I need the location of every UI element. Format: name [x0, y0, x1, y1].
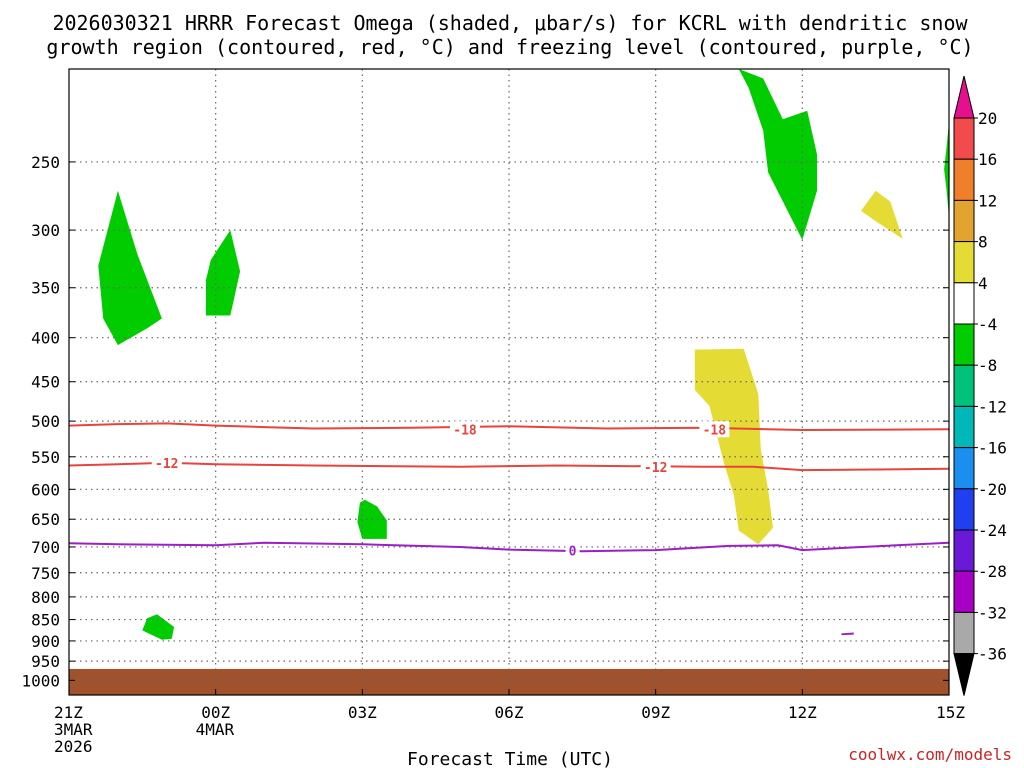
- ytick-label-400: 400: [31, 329, 60, 348]
- colorbar-label-0: 20: [978, 109, 997, 128]
- xtick-label-00Z-0: 00Z: [201, 703, 230, 722]
- contour-label-0c-freezing-level-0: 0: [569, 545, 577, 560]
- xtick-label-21Z-0: 21Z: [54, 703, 83, 722]
- contour-label-bg-18c-isotherm-0: [450, 421, 480, 438]
- contour-label-bg-18c-isotherm-1: [699, 421, 730, 438]
- xtick-label-21Z-1: 3MAR: [54, 720, 93, 739]
- contour-label-bg-12c-isotherm-1: [640, 458, 671, 475]
- ytick-label-650: 650: [31, 510, 60, 529]
- colorbar-label-4: 4: [978, 274, 988, 293]
- ytick-label-550: 550: [31, 448, 60, 467]
- colorbar-label-7: -12: [978, 397, 1007, 416]
- colorbar-label-10: -24: [978, 521, 1007, 540]
- colorbar-segment-4: [953, 282, 975, 325]
- colorbar-segment-9: [953, 488, 975, 531]
- xtick-label-09Z-0: 09Z: [641, 703, 670, 722]
- ytick-label-800: 800: [31, 588, 60, 607]
- grid-lines: [69, 69, 949, 695]
- colorbar-label-6: -8: [978, 356, 997, 375]
- chart-title-line-1: 2026030321 HRRR Forecast Omega (shaded, …: [52, 11, 968, 35]
- x-axis-label: Forecast Time (UTC): [407, 749, 613, 768]
- ytick-label-300: 300: [31, 221, 60, 240]
- xtick-label-03Z-0: 03Z: [348, 703, 377, 722]
- colorbar-segment-5: [953, 323, 975, 366]
- shaded-omega-4-to-8-upper-right: [861, 190, 903, 239]
- contour-label-12c-isotherm-1: -12: [644, 461, 667, 476]
- contour-0c-freezing-level: [68, 541, 950, 553]
- y-axis-ticks: 250 300 350 400 450 500 550 600 650 700 750 800 850 9…: [21, 153, 949, 690]
- shaded-omega-4-to-8-upper-left: [98, 190, 162, 346]
- colorbar-label-9: -20: [978, 480, 1007, 499]
- colorbar-segment-1: [953, 158, 975, 201]
- colorbar-segment-2: [953, 199, 975, 243]
- ytick-label-600: 600: [31, 480, 60, 499]
- colorbar-label-2: 12: [978, 191, 997, 210]
- contour-label-12c-isotherm-0: -12: [155, 457, 178, 472]
- shaded-omega-4-to-8-350-hpa: [205, 230, 241, 316]
- ytick-label-850: 850: [31, 611, 60, 630]
- temperature-contours: -18 -18 -12 -12 0: [68, 421, 950, 560]
- contour-label-bg-12c-isotherm-0: [151, 454, 182, 471]
- ytick-label-250: 250: [31, 153, 60, 172]
- shaded-omega-4-to-8-right-edge: [944, 122, 949, 218]
- colorbar-top-arrow: [953, 75, 975, 119]
- colorbar-label-12: -32: [978, 603, 1007, 622]
- colorbar-bottom-arrow: [953, 653, 975, 696]
- colorbar-segment-3: [953, 241, 975, 284]
- colorbar-label-5: -4: [978, 315, 997, 334]
- ytick-label-700: 700: [31, 538, 60, 557]
- omega-shading: [98, 69, 949, 640]
- colorbar-segment-8: [953, 447, 975, 490]
- contour-18c-isotherm: [68, 422, 950, 432]
- chart-title-line-2: growth region (contoured, red, °C) and f…: [46, 35, 973, 59]
- contour-12c-isotherm: [68, 461, 950, 472]
- xtick-label-12Z-0: 12Z: [788, 703, 817, 722]
- colorbar: 20 16 12 8 4 -4 -8 -12 -16 -20 -24 -28 -32 -36: [953, 75, 1007, 696]
- contour-label-bg-0c-freezing-level-0: [565, 542, 580, 559]
- shaded-omega-4-to-8-860-hpa: [142, 614, 175, 640]
- xtick-label-21Z-2: 2026: [54, 737, 93, 756]
- ytick-label-750: 750: [31, 564, 60, 583]
- colorbar-segment-0: [953, 117, 975, 160]
- colorbar-segment-6: [953, 364, 975, 407]
- ytick-label-350: 350: [31, 279, 60, 298]
- colorbar-segment-7: [953, 405, 975, 449]
- xtick-label-06Z-0: 06Z: [495, 703, 524, 722]
- xtick-label-00Z-1: 4MAR: [196, 720, 235, 739]
- xtick-label-15Z-0: 15Z: [936, 703, 965, 722]
- colorbar-label-8: -16: [978, 439, 1007, 458]
- ytick-label-1000: 1000: [21, 671, 60, 690]
- colorbar-segment-12: [953, 611, 975, 655]
- colorbar-label-1: 16: [978, 150, 997, 169]
- colorbar-label-3: 8: [978, 233, 988, 252]
- shaded-omega-4-to-8-upper-right: [738, 69, 817, 240]
- contour-label-18c-isotherm-1: -18: [703, 423, 727, 438]
- ytick-label-500: 500: [31, 412, 60, 431]
- shaded-omega-4-to-8-rising-column: [694, 348, 773, 545]
- colorbar-segment-10: [953, 529, 975, 572]
- credit-text: coolwx.com/models: [848, 745, 1012, 764]
- colorbar-label-13: -36: [978, 645, 1007, 664]
- colorbar-label-11: -28: [978, 562, 1007, 581]
- ytick-label-900: 900: [31, 632, 60, 651]
- shaded-omega-28-to-32-small: [841, 632, 854, 636]
- colorbar-segment-11: [953, 570, 975, 613]
- ytick-label-950: 950: [31, 652, 60, 671]
- contour-label-18c-isotherm-0: -18: [453, 423, 477, 438]
- ytick-label-450: 450: [31, 373, 60, 392]
